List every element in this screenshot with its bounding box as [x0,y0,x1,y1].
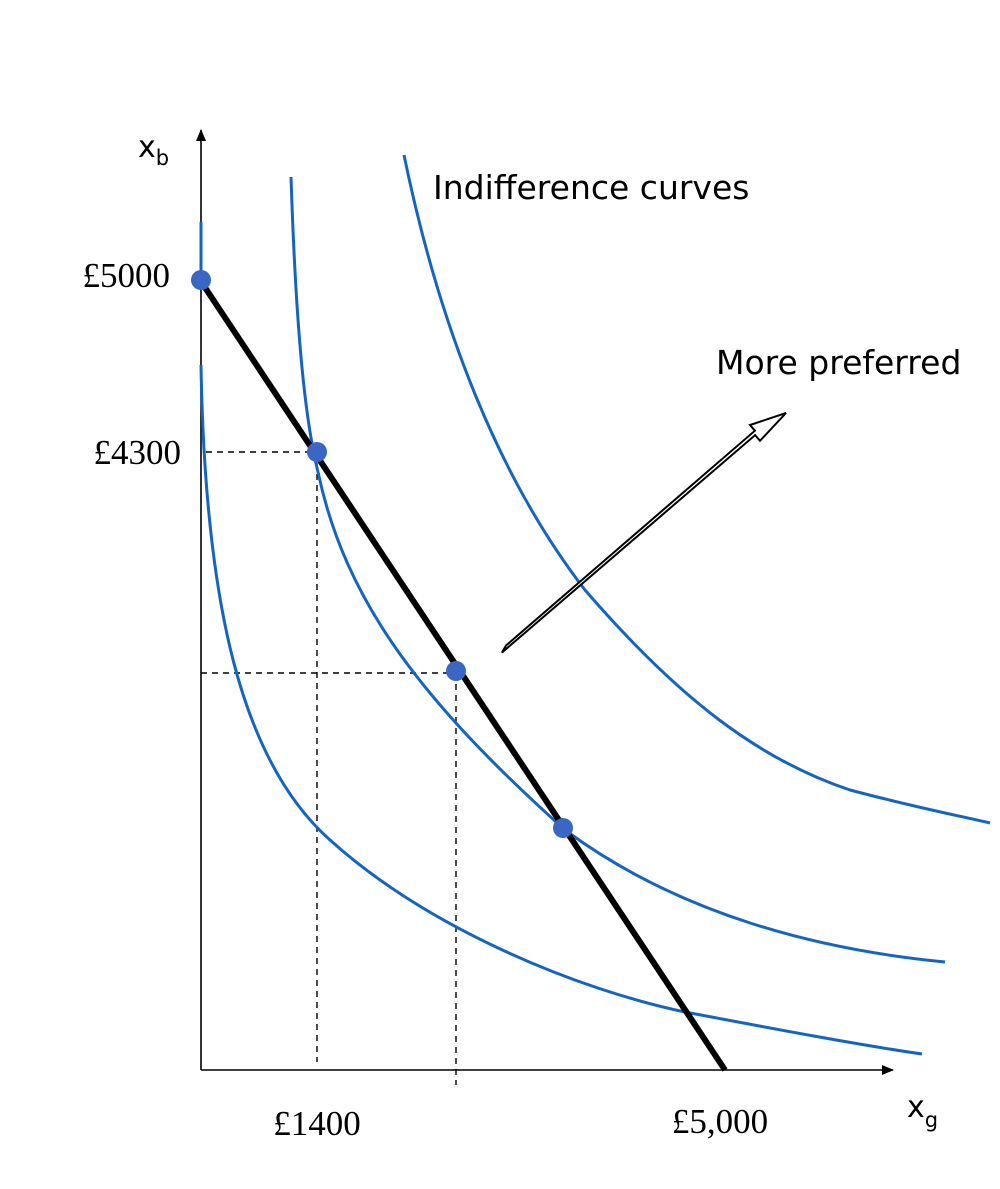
x-tick-1400: £1400 [273,1104,361,1143]
indifference-curve-middle [289,176,946,964]
point-y-intercept [191,270,211,290]
point-tangency [553,818,573,838]
x-tick-5000: £5,000 [672,1102,768,1141]
y-tick-4300: £4300 [94,433,182,472]
indifference-curve-high [402,154,991,825]
indifference-curves-label: Indifference curves [433,168,749,207]
more-preferred-arrow [501,412,787,654]
indifference-curve-low [199,364,923,1056]
y-tick-5000: £5000 [83,256,171,295]
x-axis-label: xg [907,1090,938,1132]
more-preferred-label: More preferred [716,343,961,382]
point-1400-4300 [307,442,327,462]
y-axis-label: xb [138,130,169,170]
point-middle [446,661,466,681]
